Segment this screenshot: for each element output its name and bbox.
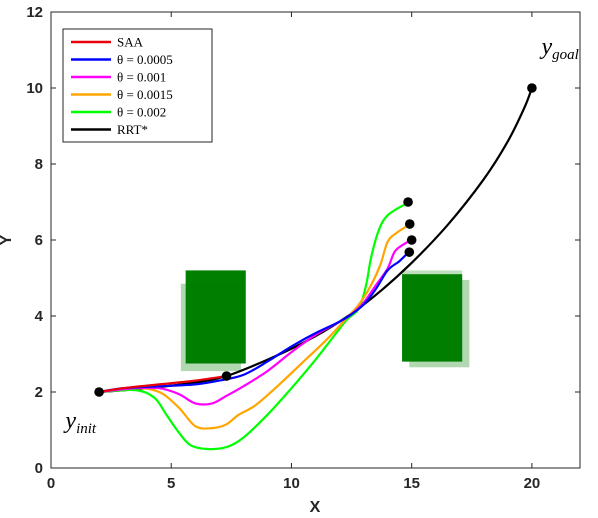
x-tick-label-3: 15 [403, 475, 420, 492]
legend-label-1: θ = 0.0005 [117, 52, 173, 67]
obstacle-2 [402, 274, 463, 362]
marker-0 [94, 387, 104, 397]
obstacle-1 [180, 283, 241, 372]
y-tick-label-0: 0 [35, 460, 43, 477]
legend-label-4: θ = 0.002 [117, 105, 166, 120]
legend-box [62, 28, 213, 143]
marker-2 [527, 83, 537, 93]
point-markers [94, 83, 537, 397]
marker-6 [404, 247, 415, 257]
y-tick-label-6: 12 [26, 4, 43, 21]
axis-ticks: 0 5 10 15 20 0 2 4 6 8 10 12 [26, 4, 580, 492]
x-tick-label-1: 5 [167, 475, 175, 492]
legend: SAA θ = 0.0005 θ = 0.001 θ = 0.0015 θ = 0.00… [62, 28, 213, 143]
y-tick-label-3: 6 [35, 232, 43, 249]
y-tick-label-4: 8 [35, 156, 43, 173]
series-line-4 [98, 200, 411, 451]
annotations: yinit ygoal [63, 34, 578, 437]
series-line-0 [98, 374, 228, 394]
y-tick-label-1: 2 [35, 384, 43, 401]
obstacle-3 [409, 279, 470, 368]
legend-label-2: θ = 0.001 [117, 70, 166, 85]
series-line-3 [98, 223, 411, 430]
annotation-init: yinit [63, 408, 96, 437]
legend-label-3: θ = 0.0015 [117, 87, 173, 102]
x-tick-label-4: 20 [524, 475, 541, 492]
marker-3 [403, 197, 413, 207]
marker-4 [404, 219, 415, 229]
marker-1 [221, 371, 232, 381]
x-tick-label-0: 0 [47, 475, 55, 492]
y-tick-label-2: 4 [35, 308, 44, 325]
y-axis-label: Y [0, 234, 15, 245]
series-lines [98, 86, 533, 451]
x-tick-label-2: 10 [283, 475, 300, 492]
obstacles [180, 270, 470, 372]
legend-label-5: RRT* [117, 122, 148, 137]
annotation-goal: ygoal [540, 34, 579, 63]
marker-5 [406, 235, 417, 245]
x-axis-label: X [310, 499, 321, 516]
series-line-1 [98, 250, 411, 394]
obstacle-4 [402, 270, 463, 362]
series-line-2 [98, 238, 413, 406]
legend-label-0: SAA [117, 35, 144, 50]
obstacle-0 [185, 270, 246, 364]
y-tick-label-5: 10 [26, 80, 43, 97]
